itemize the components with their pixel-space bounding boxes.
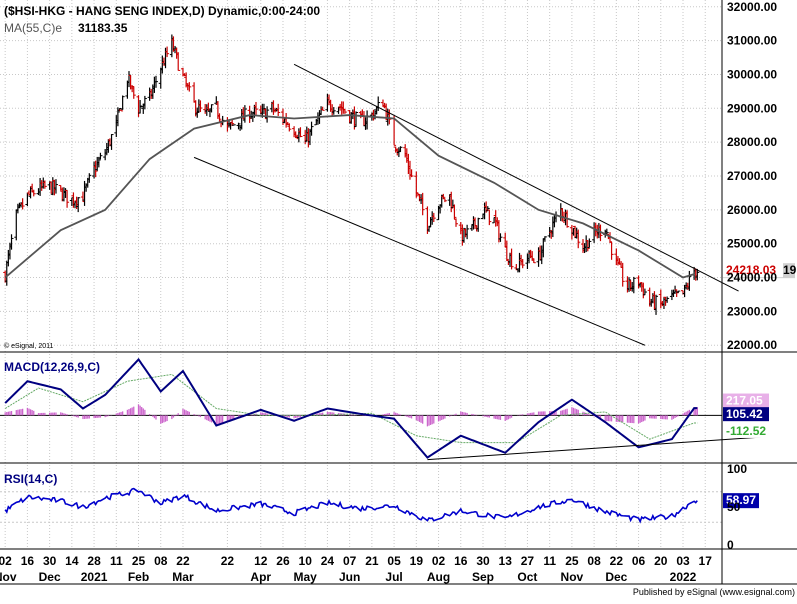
macd-value-label: 105.42 [726, 407, 763, 421]
x-month-label: Sep [472, 570, 494, 584]
macd-title: MACD(12,26,9,C) [4, 360, 100, 374]
x-month-label: Jul [385, 570, 402, 584]
x-tick-label: 30 [476, 554, 490, 568]
x-tick-label: 19 [410, 554, 424, 568]
x-tick-label: 02 [0, 554, 12, 568]
x-tick-label: 13 [499, 554, 513, 568]
price-y-tick-label: 24000.00 [727, 271, 777, 285]
x-tick-label: 10 [299, 554, 313, 568]
x-month-label: Nov [561, 570, 584, 584]
price-y-tick-label: 31000.00 [727, 34, 777, 48]
x-tick-label: 22 [176, 554, 190, 568]
x-tick-label: 27 [521, 554, 535, 568]
rsi-y-tick-label: 100 [727, 462, 747, 476]
x-tick-label: 16 [21, 554, 35, 568]
x-tick-label: 24 [321, 554, 335, 568]
x-tick-label: 08 [587, 554, 601, 568]
x-month-label: Dec [605, 570, 627, 584]
x-month-label: Feb [128, 570, 149, 584]
price-y-tick-label: 32000.00 [727, 0, 777, 14]
ma-label: MA(55,C)e [4, 21, 62, 35]
x-tick-label: 12 [254, 554, 268, 568]
x-month-label: 2022 [670, 570, 697, 584]
macd-value-label: -112.52 [726, 424, 766, 438]
x-tick-label: 14 [65, 554, 79, 568]
chart-title: ($HSI-HKG - HANG SENG INDEX,D) Dynamic,0… [4, 4, 320, 18]
rsi-y-tick-label: 0 [727, 538, 734, 552]
x-tick-label: 30 [43, 554, 57, 568]
x-tick-label: 16 [454, 554, 468, 568]
price-y-tick-label: 22000.00 [727, 338, 777, 352]
x-month-label: 2021 [81, 570, 108, 584]
ma-value: 31183.35 [78, 21, 128, 35]
price-y-tick-label: 29000.00 [727, 101, 777, 115]
x-tick-label: 28 [87, 554, 101, 568]
x-tick-label: 11 [110, 554, 123, 568]
price-y-tick-label: 25000.00 [727, 237, 777, 251]
x-tick-label: 02 [432, 554, 446, 568]
x-tick-label: 08 [154, 554, 168, 568]
x-tick-label: 25 [132, 554, 146, 568]
price-y-tick-label: 23000.00 [727, 304, 777, 318]
x-tick-label: 21 [365, 554, 379, 568]
x-tick-label: 06 [632, 554, 646, 568]
x-tick-label: 07 [343, 554, 357, 568]
x-tick-label: 05 [387, 554, 401, 568]
x-month-label: Apr [250, 570, 271, 584]
x-month-label: Aug [427, 570, 450, 584]
x-month-label: Jun [339, 570, 360, 584]
macd-value-label: 217.05 [726, 394, 763, 408]
price-y-tick-label: 28000.00 [727, 135, 777, 149]
x-tick-label: 22 [221, 554, 235, 568]
x-tick-label: 25 [565, 554, 579, 568]
x-tick-label: 03 [676, 554, 690, 568]
x-month-label: Oct [517, 570, 537, 584]
x-tick-label: 26 [276, 554, 290, 568]
last-price-hidden-tail: 19 [783, 263, 797, 277]
rsi-title: RSI(14,C) [4, 472, 57, 486]
footer-credit: Published by eSignal (www.esignal.com) [633, 587, 795, 597]
price-y-tick-label: 27000.00 [727, 169, 777, 183]
rsi-y-tick-label: 50 [727, 500, 741, 514]
x-month-label: Mar [172, 570, 194, 584]
x-month-label: May [294, 570, 318, 584]
x-tick-label: 20 [654, 554, 668, 568]
price-y-tick-label: 26000.00 [727, 203, 777, 217]
x-tick-label: 17 [699, 554, 713, 568]
x-month-label: Dec [39, 570, 61, 584]
x-month-label: Nov [0, 570, 17, 584]
price-y-tick-label: 30000.00 [727, 67, 777, 81]
esignal-watermark: © eSignal, 2011 [4, 342, 54, 350]
x-tick-label: 11 [543, 554, 556, 568]
x-tick-label: 22 [610, 554, 624, 568]
